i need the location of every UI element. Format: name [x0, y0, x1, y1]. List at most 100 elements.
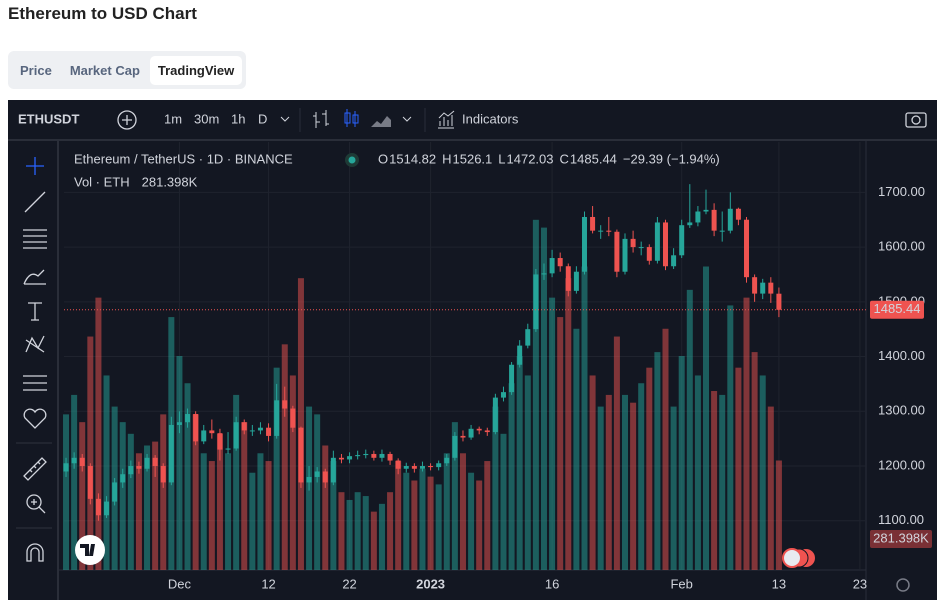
- volume-bar: [516, 356, 523, 570]
- volume-bar: [476, 480, 483, 570]
- candle-body: [614, 231, 620, 272]
- x-tick-label: 23: [853, 576, 867, 591]
- legend-volume-value: 281.398K: [142, 174, 198, 189]
- candle-body: [760, 282, 766, 294]
- candle-body: [379, 453, 385, 458]
- candle-body: [112, 482, 118, 502]
- volume-bar: [654, 352, 661, 570]
- x-tick-label: 13: [772, 576, 786, 591]
- candle-body: [630, 238, 636, 248]
- favorites-tool[interactable]: [23, 408, 47, 429]
- candle-body: [687, 222, 693, 226]
- area-icon[interactable]: [371, 116, 391, 127]
- volume-bar: [532, 219, 539, 570]
- candle-body: [646, 247, 652, 261]
- volume-bar: [759, 375, 766, 570]
- candle-body: [95, 498, 101, 516]
- volume-bar: [500, 433, 507, 570]
- volume-bar: [727, 305, 734, 570]
- candle-body: [500, 392, 506, 398]
- crosshair-tool[interactable]: [26, 157, 44, 175]
- candle-body: [160, 466, 166, 483]
- text-tool[interactable]: [28, 302, 42, 321]
- symbol[interactable]: ETHUSDT: [18, 111, 79, 126]
- volume-bar: [549, 297, 556, 570]
- event-flag[interactable]: [782, 548, 802, 568]
- volume-bar: [735, 367, 742, 570]
- volume-bar: [216, 433, 223, 570]
- tab[interactable]: TradingView: [149, 55, 243, 85]
- candle-body: [573, 271, 579, 291]
- candle-body: [638, 247, 644, 249]
- tab[interactable]: Price: [20, 62, 52, 78]
- interval[interactable]: 1h: [231, 111, 245, 126]
- volume-bar: [662, 328, 669, 570]
- volume-bar: [694, 375, 701, 570]
- volume-bar: [297, 278, 304, 570]
- interval[interactable]: D: [258, 111, 267, 126]
- magnet-tool[interactable]: [26, 543, 44, 562]
- volume-bar: [613, 336, 620, 570]
- volume-bar: [719, 394, 726, 570]
- interval[interactable]: 1m: [164, 111, 182, 126]
- candles-icon-wicks: [346, 109, 356, 127]
- prediction-tool[interactable]: [23, 375, 47, 391]
- bars-icon[interactable]: [313, 110, 329, 128]
- volume-bar: [468, 472, 475, 570]
- volume-bar: [338, 492, 345, 570]
- volume-bar: [492, 406, 499, 570]
- legend-value: 1472.03: [507, 151, 554, 166]
- tab[interactable]: Market Cap: [69, 62, 140, 78]
- logo-mark: [80, 544, 95, 556]
- add-symbol[interactable]: [117, 110, 137, 130]
- x-tick-label: 12: [261, 576, 275, 591]
- candle-body: [225, 448, 231, 450]
- candle-body: [322, 471, 328, 483]
- volume-bar: [281, 344, 288, 570]
- volume-bar: [387, 492, 394, 570]
- volume-bar: [459, 453, 466, 570]
- volume-bar: [152, 441, 159, 570]
- candle-body: [541, 273, 547, 275]
- candle-body: [168, 424, 174, 483]
- candle-body: [776, 293, 782, 310]
- candle-body: [63, 463, 69, 472]
- indicators-button[interactable]: Indicators: [462, 111, 519, 126]
- volume-bar: [451, 422, 458, 570]
- x-tick-label: 22: [342, 576, 356, 591]
- trendline-tool[interactable]: [24, 191, 46, 213]
- y-tick-label: 1300.00: [878, 403, 925, 418]
- volume-bar: [241, 422, 248, 570]
- volume-bar: [160, 414, 167, 570]
- pattern-tool[interactable]: [25, 335, 45, 353]
- volume-bar: [330, 461, 337, 570]
- interval-dropdown[interactable]: [280, 116, 290, 122]
- candle-body: [744, 219, 750, 278]
- candle-body: [201, 430, 207, 442]
- volume-bar: [87, 336, 94, 570]
- candle-body: [241, 422, 247, 431]
- volume-bar: [184, 383, 191, 570]
- screenshot-button[interactable]: [905, 112, 927, 128]
- candle-body: [452, 435, 458, 458]
- ruler-tool[interactable]: [23, 457, 47, 481]
- brush-tool[interactable]: [23, 269, 46, 285]
- interval[interactable]: 30m: [194, 111, 219, 126]
- drawing-tools: [16, 157, 52, 562]
- volume-bar: [119, 422, 126, 570]
- volume-bar: [249, 472, 256, 570]
- zoom-tool[interactable]: [26, 494, 42, 510]
- volume-bar: [233, 394, 240, 570]
- candle-body: [136, 466, 142, 469]
- chart-type-dropdown[interactable]: [402, 116, 412, 122]
- volume-bar: [540, 227, 547, 570]
- candle-body: [436, 463, 442, 468]
- settings-button[interactable]: [896, 578, 910, 592]
- candle-body: [679, 225, 685, 256]
- volume-bar: [419, 468, 426, 570]
- volume-bar: [703, 266, 710, 570]
- fib-tool[interactable]: [23, 229, 47, 249]
- candle-body: [217, 433, 223, 450]
- volume-bar: [484, 461, 491, 570]
